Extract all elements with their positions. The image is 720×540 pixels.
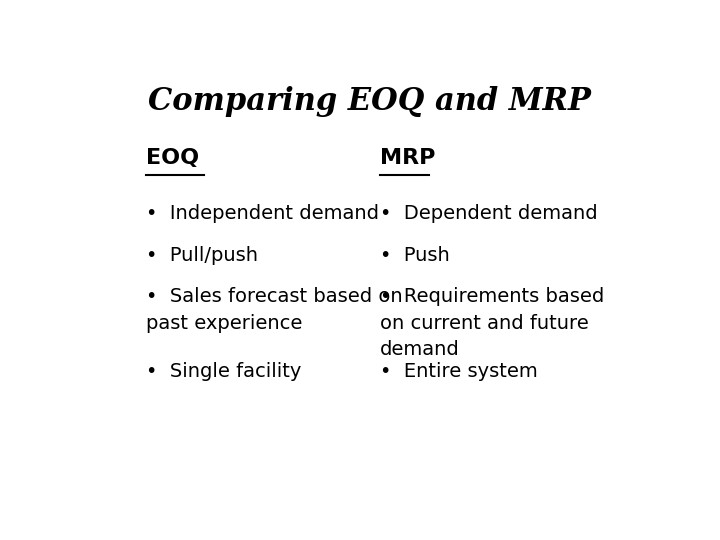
Text: •  Single facility: • Single facility — [145, 362, 301, 381]
Text: •  Push: • Push — [380, 246, 450, 265]
Text: MRP: MRP — [380, 148, 436, 168]
Text: •  Requirements based
on current and future
demand: • Requirements based on current and futu… — [380, 287, 604, 359]
Text: •  Pull/push: • Pull/push — [145, 246, 258, 265]
Text: •  Independent demand: • Independent demand — [145, 204, 379, 223]
Text: •  Sales forecast based on
past experience: • Sales forecast based on past experienc… — [145, 287, 402, 333]
Text: Comparing EOQ and MRP: Comparing EOQ and MRP — [148, 85, 590, 117]
Text: EOQ: EOQ — [145, 148, 199, 168]
Text: •  Dependent demand: • Dependent demand — [380, 204, 598, 223]
Text: •  Entire system: • Entire system — [380, 362, 538, 381]
